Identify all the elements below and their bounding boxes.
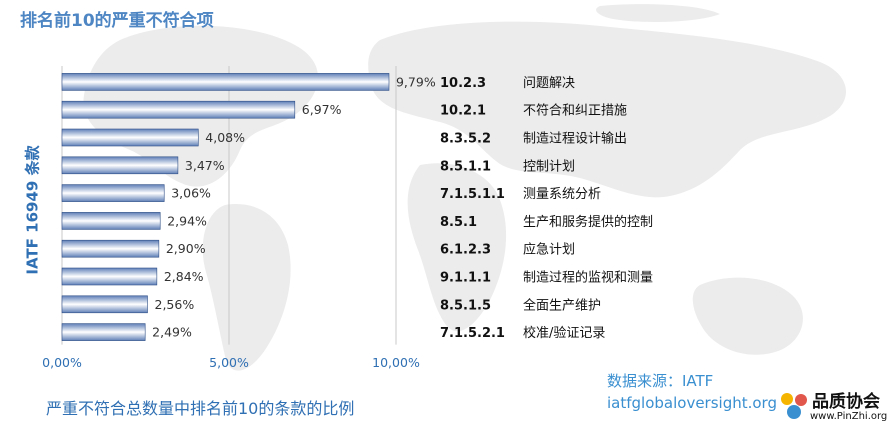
page-title: 排名前10的严重不符合项 xyxy=(20,11,214,31)
description-label: 问题解决 xyxy=(523,76,575,91)
bar-9.1.1.1 xyxy=(61,267,158,286)
x-tick-label: 0,00% xyxy=(42,355,82,370)
chart-description-labels: 问题解决不符合和纠正措施制造过程设计输出控制计划测量系统分析生产和服务提供的控制… xyxy=(523,76,653,341)
value-label: 2,56% xyxy=(155,297,195,312)
chart-x-tick-labels: 0,00% 5,00% 10,00% xyxy=(42,355,420,370)
watermark-name: 品质协会 xyxy=(812,392,880,412)
category-label: 8.3.5.2 xyxy=(440,132,491,147)
watermark: 品质协会 www.PinZhi.org xyxy=(776,386,888,428)
chart-value-labels: 9,79% 6,97% 4,08% 3,47% 3,06% 2,94% 2,90% 2,84%… xyxy=(152,74,436,339)
category-label: 10.2.1 xyxy=(440,104,486,119)
description-label: 全面生产维护 xyxy=(523,297,601,313)
description-label: 不符合和纠正措施 xyxy=(523,103,627,119)
value-label: 2,49% xyxy=(152,325,192,340)
watermark-url: www.PinZhi.org xyxy=(810,411,888,422)
y-axis-title: IATF 16949 条款 xyxy=(23,145,42,275)
value-label: 3,47% xyxy=(185,158,225,173)
chart-bars xyxy=(61,73,390,341)
category-label: 6.1.2.3 xyxy=(440,243,491,258)
x-tick-label: 10,00% xyxy=(372,355,420,370)
category-label: 8.5.1.5 xyxy=(440,298,491,313)
description-label: 制造过程的监视和测量 xyxy=(523,270,653,286)
bar-8.5.1 xyxy=(61,212,161,230)
category-label: 8.5.1 xyxy=(440,215,477,230)
bar-10.2.1 xyxy=(61,100,296,119)
bar-7.1.5.1.1 xyxy=(61,184,165,202)
description-label: 校准/验证记录 xyxy=(523,325,605,341)
description-label: 生产和服务提供的控制 xyxy=(523,214,653,230)
description-label: 应急计划 xyxy=(523,242,575,258)
value-label: 3,06% xyxy=(171,186,211,201)
x-tick-label: 5,00% xyxy=(209,355,249,370)
category-label: 10.2.3 xyxy=(440,76,486,91)
pinzhi-logo-icon xyxy=(781,393,807,419)
bar-8.5.1.5 xyxy=(61,295,148,314)
bar-6.1.2.3 xyxy=(61,239,160,258)
category-label: 9.1.1.1 xyxy=(440,271,491,286)
bar-8.5.1.1 xyxy=(61,156,179,175)
value-label: 2,94% xyxy=(167,213,207,228)
chart-footnote: 严重不符合总数量中排名前10的条款的比例 xyxy=(46,399,355,418)
bar-8.3.5.2 xyxy=(61,128,199,147)
value-label: 2,90% xyxy=(166,241,206,256)
category-label: 7.1.5.2.1 xyxy=(440,326,505,341)
category-label: 7.1.5.1.1 xyxy=(440,187,505,202)
bar-7.1.5.2.1 xyxy=(61,323,146,341)
description-label: 控制计划 xyxy=(523,159,575,174)
source-label: 数据来源：IATF xyxy=(607,372,714,390)
value-label: 6,97% xyxy=(302,102,342,117)
value-label: 9,79% xyxy=(396,74,436,89)
world-map-background xyxy=(83,4,847,371)
description-label: 制造过程设计输出 xyxy=(523,131,627,147)
bar-10.2.3 xyxy=(61,73,390,91)
value-label: 4,08% xyxy=(205,130,245,145)
source-url[interactable]: iatfglobaloversight.org xyxy=(607,394,777,412)
chart-category-labels: 10.2.3 10.2.1 8.3.5.2 8.5.1.1 7.1.5.1.1 8.5.1… xyxy=(440,76,505,341)
value-label: 2,84% xyxy=(164,269,204,284)
description-label: 测量系统分析 xyxy=(523,187,601,202)
category-label: 8.5.1.1 xyxy=(440,159,491,174)
